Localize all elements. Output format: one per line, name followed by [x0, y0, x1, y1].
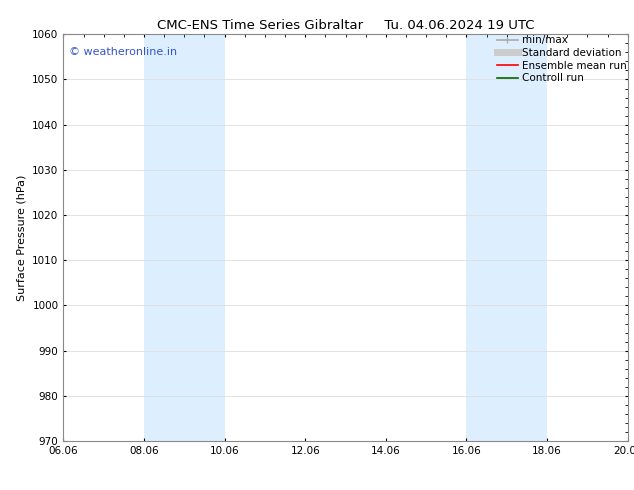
Y-axis label: Surface Pressure (hPa): Surface Pressure (hPa) [16, 174, 27, 301]
Text: © weatheronline.in: © weatheronline.in [69, 47, 177, 56]
Bar [144, 34, 224, 441]
Title: CMC-ENS Time Series Gibraltar     Tu. 04.06.2024 19 UTC: CMC-ENS Time Series Gibraltar Tu. 04.06.… [157, 19, 534, 32]
Legend: min/max, Standard deviation, Ensemble mean run, Controll run: min/max, Standard deviation, Ensemble me… [497, 35, 626, 83]
Bar [467, 34, 547, 441]
